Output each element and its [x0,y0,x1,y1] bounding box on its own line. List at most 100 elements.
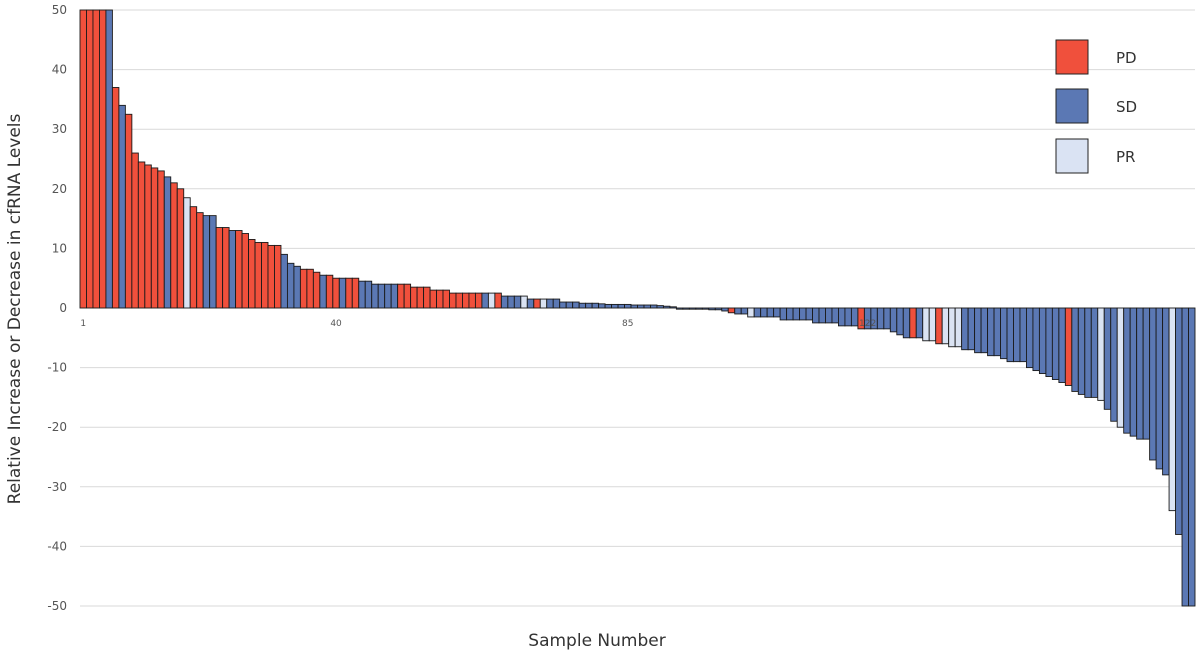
bar-pd [462,292,470,309]
bar-sd [364,280,373,309]
bar-pd [299,268,308,309]
bar-sd [792,307,801,321]
bar-pr [922,307,930,342]
bar-sd [850,307,859,327]
bar-sd [1051,307,1060,380]
bar-sd [319,274,327,309]
bar-sd [883,307,891,330]
x-category-label: 1 [80,319,86,329]
legend-item-sd: SD [1055,88,1137,124]
bar-sd [338,277,347,309]
bar-sd [1103,307,1112,410]
bar-pd [403,283,412,309]
bar-sd [163,176,172,309]
bar-sd [1188,307,1196,607]
legend-swatch-pd [1055,39,1089,75]
bar-pr [1097,307,1105,401]
bar-pd [79,9,87,309]
bar-sd [377,283,386,309]
bar-pd [351,277,360,309]
bar-pd [150,167,159,309]
legend-label-pr: PR [1116,148,1135,166]
bar-pd [533,298,541,309]
bar-sd [1084,307,1092,398]
bar-sd [1142,307,1151,440]
bar-pd [124,113,133,309]
bar-pr [928,307,937,342]
bar-sd [604,303,613,309]
bar-sd [773,307,781,318]
bars [79,9,1196,607]
bar-pd [222,227,230,309]
bar-sd [1136,307,1144,440]
bar-sd [500,295,509,309]
bar-pd [442,289,450,309]
bar-pr [747,307,755,318]
bar-sd [559,301,567,309]
bar-pd [909,307,917,339]
bar-sd [1090,307,1099,398]
bar-pr [539,298,548,309]
x-category-label: 85 [622,319,633,329]
bar-sd [1175,307,1183,535]
bar-sd [617,303,625,309]
bar-pd [111,87,120,309]
legend-swatch-sd [1055,88,1089,124]
bar-sd [889,307,898,333]
bar-sd [876,307,885,330]
bar-sd [565,301,574,309]
bar-sd [1071,307,1079,392]
bar-pr [954,307,963,348]
bar-pr [520,295,528,309]
bar-sd [358,280,366,309]
bar-pd [144,164,152,309]
bar-sd [513,295,522,309]
bar-sd [630,304,638,309]
bar-sd [1045,307,1053,377]
bar-sd [838,307,846,327]
bar-sd [740,307,749,315]
bar-pd [494,292,502,309]
bar-sd [669,306,677,309]
bar-sd [1110,307,1118,422]
bar-sd [1013,307,1021,363]
y-tick-label: 50 [52,3,67,17]
bar-sd [585,302,593,309]
bar-pd [455,292,463,309]
bar-sd [760,307,768,318]
bar-sd [578,302,587,309]
bar-pd [436,289,444,309]
bar-sd [1019,307,1027,363]
bar-sd [980,307,989,354]
bar-sd [637,304,645,309]
bar-sd [695,307,703,310]
bar-sd [799,307,807,321]
bar-pd [727,307,736,314]
bar-sd [1181,307,1189,607]
bar-pd [176,188,185,309]
bar-sd [1129,307,1138,437]
bar-sd [734,307,742,315]
x-category-labels: 1 40 85 122 [80,319,876,329]
bar-sd [831,307,839,324]
bar-pd [345,277,353,309]
bar-pd [429,289,437,309]
bar-pd [248,239,256,309]
bar-pd [468,292,476,309]
bar-pd [397,283,405,309]
bar-sd [643,304,651,309]
legend-label-pd: PD [1116,49,1137,67]
bar-sd [598,303,606,309]
x-category-label: 40 [330,319,342,329]
bar-sd [1155,307,1164,470]
bar-sd [1038,307,1047,375]
bar-pd [423,286,431,309]
bar-pd [935,307,943,345]
x-axis-title: Sample Number [528,631,665,651]
bar-sd [656,305,664,309]
bar-sd [993,307,1001,357]
y-tick-label: -20 [47,420,67,434]
bar-pd [312,271,321,309]
bar-sd [1025,307,1034,369]
bar-sd [611,303,619,309]
